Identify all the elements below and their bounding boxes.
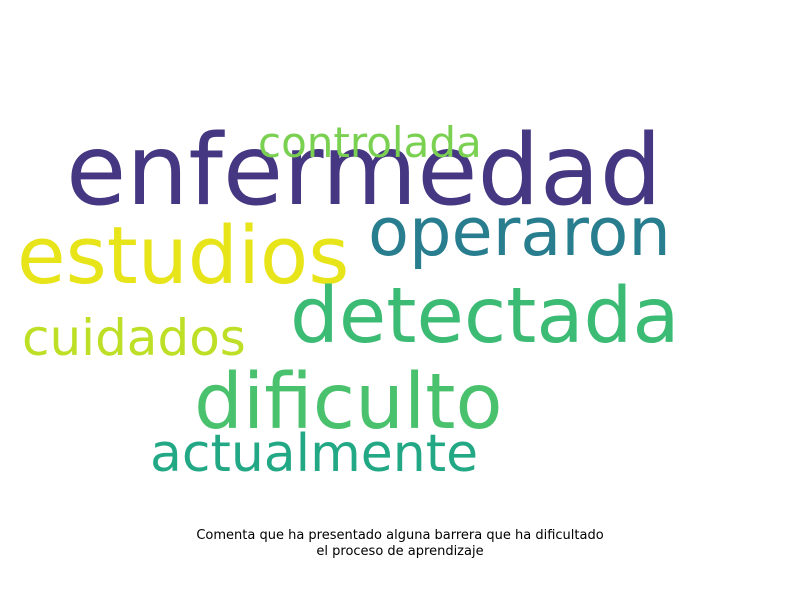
word-detectada: detectada <box>290 272 680 361</box>
word-controlada: controlada <box>258 118 482 167</box>
word-actualmente: actualmente <box>150 424 479 484</box>
caption-line-2: el proceso de aprendizaje <box>316 544 484 559</box>
word-dificulto: dificulto <box>194 358 503 447</box>
caption-line-1: Comenta que ha presentado alguna barrera… <box>196 528 604 543</box>
word-enfermedad: enfermedad <box>66 114 662 228</box>
caption: Comenta que ha presentado alguna barrera… <box>150 528 650 560</box>
word-cuidados: cuidados <box>22 309 246 367</box>
word-estudios: estudios <box>17 210 350 302</box>
word-operaron: operaron <box>368 193 671 271</box>
